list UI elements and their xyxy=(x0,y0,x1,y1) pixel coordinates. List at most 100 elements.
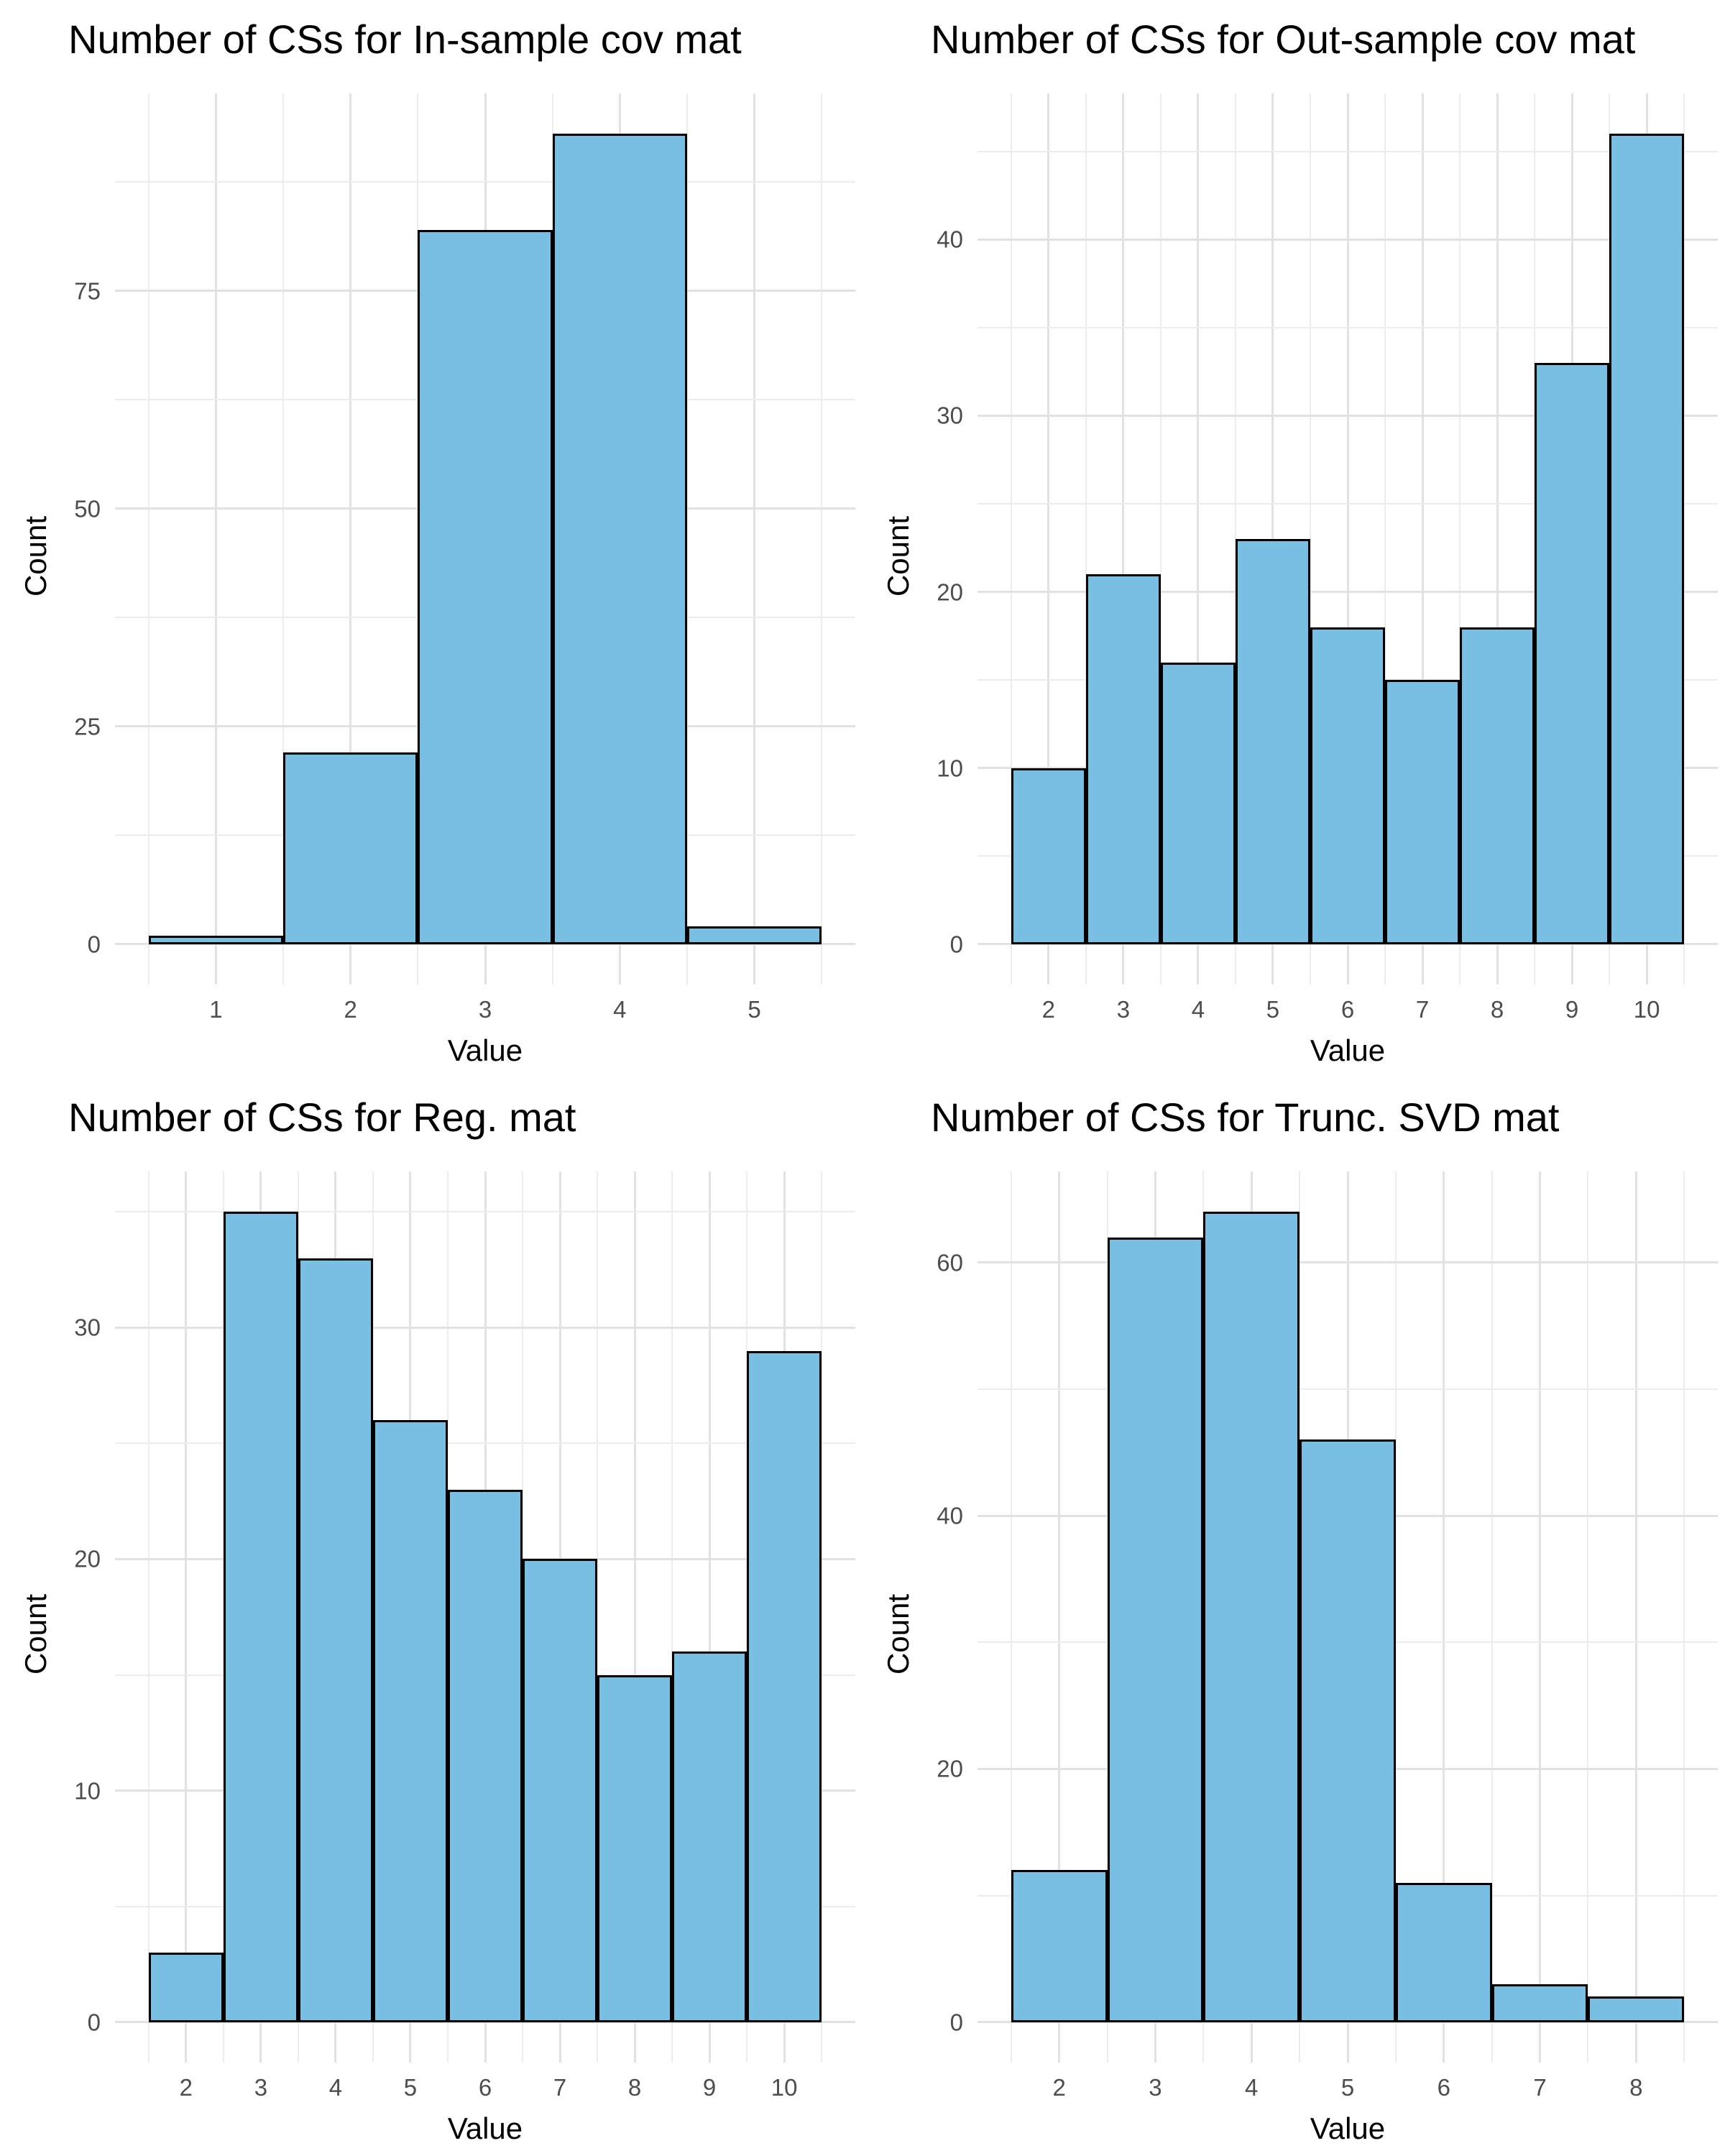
y-tick-label: 30 xyxy=(937,402,963,429)
histogram-bar xyxy=(1395,1882,1492,2022)
x-tick-label: 7 xyxy=(1533,2074,1547,2101)
x-gridline-minor xyxy=(821,1171,823,2063)
x-tick-label: 10 xyxy=(770,2074,798,2101)
x-gridline-major xyxy=(1539,1171,1542,2063)
x-tick-label: 4 xyxy=(1245,2074,1259,2101)
x-tick-label: 9 xyxy=(1565,996,1579,1023)
x-gridline-minor xyxy=(1010,93,1012,985)
x-gridline-minor xyxy=(147,93,150,985)
histogram-panel-reg-mat: Number of CSs for Reg. mat Count Value 0… xyxy=(0,1078,862,2156)
x-gridline-minor xyxy=(1309,93,1311,985)
histogram-bar xyxy=(1588,1996,1685,2022)
y-gridline-major xyxy=(978,2021,1718,2024)
x-tick-label: 8 xyxy=(627,2074,642,2101)
y-tick-label: 0 xyxy=(949,931,963,958)
y-tick-label: 60 xyxy=(937,1249,963,1276)
chart-title: Number of CSs for In-sample cov mat xyxy=(68,17,742,62)
histogram-bar xyxy=(447,1489,523,2022)
y-axis-title: Count xyxy=(881,515,915,597)
x-gridline-major xyxy=(349,93,352,985)
x-tick-label: 5 xyxy=(403,2074,418,2101)
histogram-bar xyxy=(223,1212,298,2022)
histogram-bar xyxy=(1310,627,1385,944)
y-tick-label: 20 xyxy=(937,1755,963,1782)
x-gridline-minor xyxy=(1085,93,1087,985)
x-tick-label: 4 xyxy=(328,2074,343,2101)
x-gridline-minor xyxy=(1459,93,1461,985)
histogram-panel-out-sample-cov-mat: Number of CSs for Out-sample cov mat Cou… xyxy=(862,0,1725,1078)
x-tick-label: 6 xyxy=(1437,2074,1450,2101)
x-gridline-minor xyxy=(147,1171,150,2063)
x-tick-label: 2 xyxy=(344,996,357,1023)
x-tick-label: 3 xyxy=(1149,2074,1162,2101)
chart-title: Number of CSs for Out-sample cov mat xyxy=(931,17,1636,62)
y-gridline-major xyxy=(978,238,1718,241)
x-tick-label: 2 xyxy=(179,2074,193,2101)
x-tick-label: 3 xyxy=(1116,996,1131,1023)
x-gridline-major xyxy=(633,1171,636,2063)
x-gridline-minor xyxy=(686,93,688,985)
plot-area xyxy=(978,1171,1718,2063)
x-gridline-minor xyxy=(1683,1171,1685,2063)
x-gridline-minor xyxy=(1394,1171,1397,2063)
x-gridline-minor xyxy=(597,1171,599,2063)
histogram-bar xyxy=(686,926,822,944)
x-gridline-major xyxy=(1634,1171,1637,2063)
histogram-bar xyxy=(1491,1984,1588,2022)
x-tick-label: 4 xyxy=(1191,996,1205,1023)
y-gridline-major xyxy=(115,1326,855,1329)
plot-area xyxy=(115,93,855,985)
histogram-bar xyxy=(283,752,418,944)
x-tick-label: 2 xyxy=(1041,996,1055,1023)
y-axis-title: Count xyxy=(19,1593,52,1675)
x-gridline-minor xyxy=(1010,1171,1012,2063)
x-axis-title: Value xyxy=(447,2111,523,2145)
x-tick-label: 6 xyxy=(478,2074,492,2101)
y-tick-label: 0 xyxy=(949,2009,963,2036)
histogram-bar xyxy=(1011,1870,1108,2022)
x-gridline-minor xyxy=(671,1171,673,2063)
chart-title: Number of CSs for Trunc. SVD mat xyxy=(931,1095,1560,1140)
x-gridline-minor xyxy=(1384,93,1386,985)
y-gridline-minor xyxy=(978,150,1718,152)
plot-area xyxy=(115,1171,855,2063)
x-gridline-major xyxy=(1496,93,1499,985)
y-gridline-minor xyxy=(978,502,1718,505)
x-gridline-major xyxy=(1421,93,1424,985)
x-tick-label: 7 xyxy=(1415,996,1430,1023)
histogram-panel-in-sample-cov-mat: Number of CSs for In-sample cov mat Coun… xyxy=(0,0,862,1078)
histogram-bar xyxy=(1160,662,1236,944)
y-gridline-major xyxy=(115,2021,855,2024)
y-gridline-major xyxy=(115,943,855,946)
x-tick-label: 5 xyxy=(748,996,761,1023)
y-tick-label: 50 xyxy=(74,495,101,522)
histogram-bar xyxy=(148,1953,224,2022)
y-axis-title: Count xyxy=(19,515,52,597)
x-gridline-major xyxy=(185,1171,188,2063)
y-gridline-minor xyxy=(978,326,1718,328)
x-gridline-minor xyxy=(282,93,285,985)
y-tick-label: 0 xyxy=(87,931,101,958)
x-tick-label: 9 xyxy=(702,2074,717,2101)
histogram-bar xyxy=(1085,574,1161,944)
y-gridline-minor xyxy=(115,1442,855,1445)
x-axis-title: Value xyxy=(1310,2111,1386,2145)
x-gridline-major xyxy=(214,93,217,985)
x-gridline-minor xyxy=(1159,93,1162,985)
x-tick-label: 3 xyxy=(478,996,492,1023)
x-gridline-major xyxy=(1197,93,1200,985)
histogram-bar xyxy=(552,134,687,944)
x-gridline-major xyxy=(1346,93,1349,985)
x-tick-label: 3 xyxy=(254,2074,268,2101)
x-tick-label: 5 xyxy=(1340,2074,1355,2101)
histogram-bar xyxy=(1203,1212,1300,2022)
x-tick-label: 5 xyxy=(1266,996,1280,1023)
y-gridline-minor xyxy=(978,1388,1718,1390)
plot-area xyxy=(978,93,1718,985)
y-gridline-major xyxy=(978,414,1718,417)
chart-title: Number of CSs for Reg. mat xyxy=(68,1095,576,1140)
histogram-bar xyxy=(372,1420,448,2022)
histogram-bar xyxy=(418,229,553,944)
x-gridline-minor xyxy=(1587,1171,1589,2063)
